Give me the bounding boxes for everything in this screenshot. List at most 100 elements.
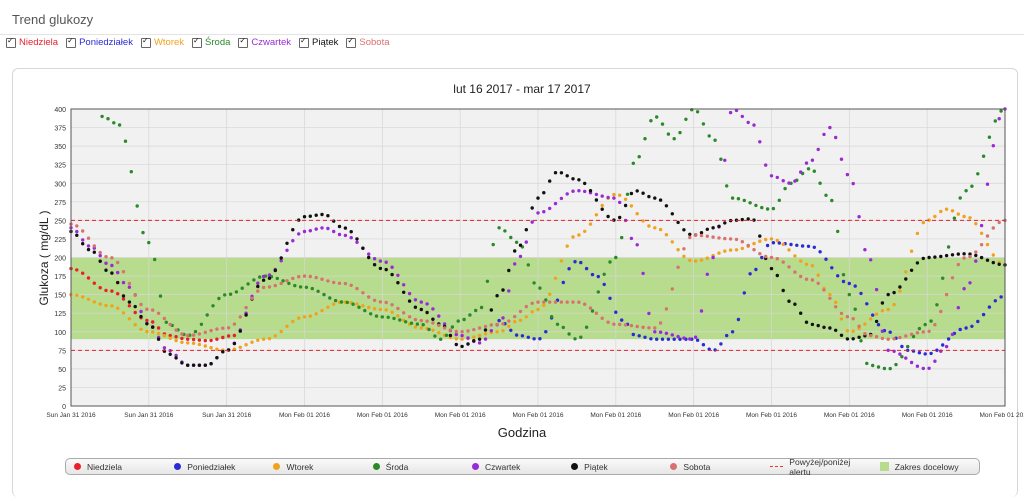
data-point-piątek bbox=[302, 215, 307, 219]
filter-poniedzialek[interactable]: Poniedziałek bbox=[66, 36, 133, 48]
data-point-piątek bbox=[933, 255, 937, 259]
legend-item-czwartek[interactable]: Czwartek bbox=[464, 462, 563, 472]
data-point-środa bbox=[579, 335, 583, 339]
data-point-sobota bbox=[863, 332, 867, 336]
legend-item-wtorek[interactable]: Wtorek bbox=[265, 462, 364, 472]
data-point-poniedziałek bbox=[865, 302, 869, 306]
filter-label-wtorek: Wtorek bbox=[153, 37, 185, 48]
data-point-środa bbox=[871, 363, 875, 368]
data-point-wtorek bbox=[197, 342, 202, 347]
legend-item-poniedzialek[interactable]: Poniedziałek bbox=[166, 462, 265, 472]
filter-niedziela[interactable]: Niedziela bbox=[6, 36, 58, 48]
checkbox-wtorek[interactable] bbox=[140, 36, 151, 48]
data-point-środa bbox=[106, 117, 110, 121]
data-point-poniedziałek bbox=[532, 337, 536, 341]
data-point-wtorek bbox=[256, 338, 260, 342]
x-axis-label: Godzina bbox=[498, 425, 547, 440]
data-point-środa bbox=[900, 355, 904, 359]
data-point-czwartek bbox=[606, 195, 610, 200]
data-point-poniedziałek bbox=[853, 284, 857, 288]
legend-item-sobota[interactable]: Sobota bbox=[662, 462, 761, 472]
data-point-wtorek bbox=[460, 337, 464, 341]
data-point-sobota bbox=[442, 326, 447, 330]
data-point-czwartek bbox=[828, 125, 832, 130]
data-point-wtorek bbox=[874, 312, 879, 316]
data-point-wtorek bbox=[682, 254, 686, 258]
data-point-środa bbox=[532, 281, 536, 285]
data-point-piątek bbox=[594, 198, 599, 202]
data-point-środa bbox=[841, 273, 846, 277]
data-point-piątek bbox=[168, 352, 172, 356]
data-point-piątek bbox=[944, 253, 949, 258]
filter-piatek[interactable]: Piątek bbox=[299, 36, 338, 48]
filter-wtorek[interactable]: Wtorek bbox=[140, 36, 185, 48]
data-point-środa bbox=[328, 296, 332, 300]
data-point-wtorek bbox=[898, 289, 902, 293]
x-tick-label: Mon Feb 01 2016 bbox=[513, 412, 564, 419]
data-point-wtorek bbox=[86, 297, 91, 301]
checkbox-sroda[interactable] bbox=[192, 36, 203, 48]
data-point-piątek bbox=[104, 268, 108, 272]
data-point-poniedziałek bbox=[958, 327, 962, 332]
data-point-środa bbox=[123, 139, 128, 143]
data-point-piątek bbox=[787, 299, 791, 303]
legend-item-target[interactable]: Zakres docelowy bbox=[872, 462, 979, 472]
data-point-środa bbox=[240, 286, 244, 290]
data-point-niedziela bbox=[110, 289, 114, 293]
data-point-sobota bbox=[361, 291, 365, 295]
data-point-wtorek bbox=[378, 307, 383, 312]
data-point-sobota bbox=[775, 257, 779, 261]
data-point-piątek bbox=[810, 322, 815, 327]
data-point-wtorek bbox=[804, 262, 809, 266]
checkbox-sobota[interactable] bbox=[346, 36, 357, 48]
data-point-wtorek bbox=[367, 305, 371, 310]
data-point-poniedziałek bbox=[719, 342, 723, 346]
data-point-środa bbox=[252, 278, 256, 282]
data-point-sobota bbox=[699, 233, 704, 238]
legend-item-sroda[interactable]: Środa bbox=[365, 462, 464, 472]
data-point-czwartek bbox=[629, 236, 634, 241]
checkbox-niedziela[interactable] bbox=[6, 36, 16, 48]
data-point-piątek bbox=[244, 313, 248, 317]
legend-item-niedziela[interactable]: Niedziela bbox=[66, 462, 166, 472]
data-point-sobota bbox=[857, 324, 861, 328]
data-point-środa bbox=[847, 292, 851, 297]
data-point-środa bbox=[199, 322, 204, 326]
data-point-wtorek bbox=[110, 304, 114, 308]
legend-item-piatek[interactable]: Piątek bbox=[563, 462, 662, 472]
filter-sroda[interactable]: Środa bbox=[192, 36, 230, 48]
data-point-środa bbox=[491, 242, 495, 247]
legend-label: Sobota bbox=[683, 461, 711, 472]
data-point-czwartek bbox=[927, 366, 931, 370]
data-point-wtorek bbox=[495, 330, 499, 334]
checkbox-czwartek[interactable] bbox=[238, 36, 249, 48]
data-point-piątek bbox=[618, 215, 622, 220]
legend-item-alert[interactable]: Powyżej/poniżej alertu bbox=[762, 457, 872, 477]
checkbox-piatek[interactable] bbox=[299, 36, 309, 48]
data-point-sobota bbox=[594, 311, 599, 315]
data-point-sobota bbox=[711, 235, 715, 239]
data-point-środa bbox=[760, 205, 764, 210]
data-point-wtorek bbox=[810, 264, 815, 268]
data-point-wtorek bbox=[565, 244, 569, 248]
data-point-środa bbox=[719, 157, 723, 161]
data-point-poniedziałek bbox=[946, 337, 951, 341]
data-point-piątek bbox=[291, 228, 295, 232]
data-point-czwartek bbox=[869, 258, 873, 262]
data-point-piątek bbox=[653, 196, 657, 200]
data-point-sobota bbox=[904, 334, 908, 338]
data-point-sobota bbox=[816, 281, 820, 285]
data-point-poniedziałek bbox=[614, 310, 618, 314]
data-point-środa bbox=[474, 308, 478, 313]
checkbox-poniedzialek[interactable] bbox=[66, 36, 77, 48]
filter-sobota[interactable]: Sobota bbox=[346, 36, 390, 48]
filter-czwartek[interactable]: Czwartek bbox=[238, 36, 291, 48]
data-point-wtorek bbox=[781, 242, 785, 246]
data-point-czwartek bbox=[75, 229, 79, 234]
data-point-niedziela bbox=[133, 310, 137, 315]
data-point-czwartek bbox=[734, 108, 739, 113]
data-point-wtorek bbox=[793, 254, 797, 258]
data-point-środa bbox=[351, 302, 355, 306]
data-point-piątek bbox=[75, 233, 79, 237]
data-point-czwartek bbox=[553, 201, 558, 206]
